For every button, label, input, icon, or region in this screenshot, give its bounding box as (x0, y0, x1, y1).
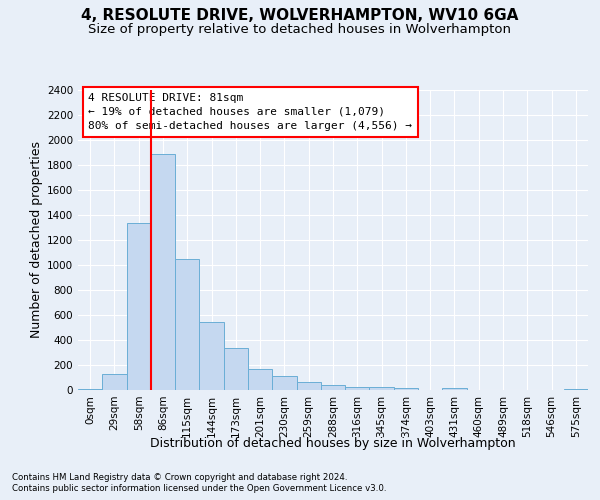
Bar (199, 322, 224, 390)
Bar (370, 387, 394, 390)
Text: Size of property relative to detached houses in Wolverhampton: Size of property relative to detached ho… (89, 22, 511, 36)
Bar (102, 374, 127, 390)
Bar (564, 388, 588, 390)
Bar (248, 370, 272, 390)
Text: 4 RESOLUTE DRIVE: 81sqm
← 19% of detached houses are smaller (1,079)
80% of semi: 4 RESOLUTE DRIVE: 81sqm ← 19% of detache… (88, 93, 412, 131)
Bar (272, 376, 296, 390)
Bar (78, 389, 102, 390)
Bar (296, 382, 321, 390)
Bar (224, 348, 248, 390)
Bar (321, 385, 345, 390)
Bar (442, 388, 467, 390)
Bar (127, 222, 151, 390)
Text: Contains HM Land Registry data © Crown copyright and database right 2024.: Contains HM Land Registry data © Crown c… (12, 472, 347, 482)
Y-axis label: Number of detached properties: Number of detached properties (30, 142, 43, 338)
Bar (345, 386, 370, 390)
Bar (151, 154, 175, 390)
Text: Contains public sector information licensed under the Open Government Licence v3: Contains public sector information licen… (12, 484, 386, 493)
Text: 4, RESOLUTE DRIVE, WOLVERHAMPTON, WV10 6GA: 4, RESOLUTE DRIVE, WOLVERHAMPTON, WV10 6… (82, 8, 518, 22)
Text: Distribution of detached houses by size in Wolverhampton: Distribution of detached houses by size … (150, 438, 516, 450)
Bar (394, 388, 418, 390)
Bar (175, 260, 199, 390)
